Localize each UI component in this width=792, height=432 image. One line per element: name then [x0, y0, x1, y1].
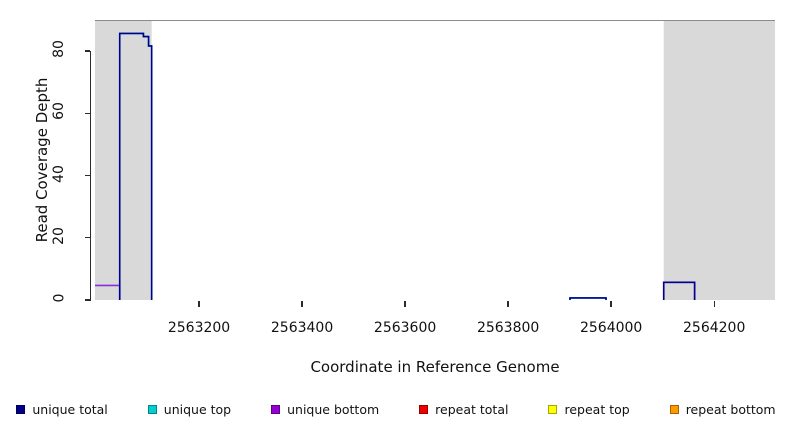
- legend-item-unique-total[interactable]: unique total: [16, 401, 108, 417]
- legend-label: repeat top: [564, 401, 630, 417]
- legend-swatch-icon: [669, 404, 679, 414]
- x-tick-label: 2563400: [270, 320, 334, 336]
- y-tick-label: 20: [44, 226, 74, 245]
- legend-swatch-icon: [271, 404, 281, 414]
- y-tick-label-text: 20: [50, 226, 67, 245]
- repeat-shading-layer: [95, 21, 775, 300]
- x-tick-mark: [301, 301, 303, 307]
- legend-item-repeat-total[interactable]: repeat total: [419, 402, 508, 417]
- x-tick-mark: [507, 301, 509, 307]
- x-tick-label: 2564000: [579, 320, 643, 336]
- x-tick-mark: [610, 301, 612, 307]
- legend-swatch-icon: [419, 404, 429, 414]
- legend-item-repeat-top[interactable]: repeat top: [548, 401, 630, 417]
- y-axis-title: Read Coverage Depth: [33, 77, 51, 243]
- y-tick-label: 0: [44, 290, 74, 306]
- y-tick-label-text: 0: [50, 293, 67, 303]
- x-tick-label: 2563200: [167, 320, 231, 336]
- legend-swatch-icon: [548, 404, 558, 414]
- legend-swatch-icon: [16, 404, 26, 414]
- x-tick-label: 2564200: [683, 320, 746, 336]
- y-tick-label: 80: [44, 40, 74, 59]
- y-tick-mark: [85, 299, 90, 301]
- x-axis-title: Coordinate in Reference Genome: [310, 358, 560, 376]
- legend-item-unique-top[interactable]: unique top: [147, 401, 232, 417]
- y-tick-label-text: 80: [50, 40, 67, 59]
- y-tick-label-text: 60: [50, 102, 67, 121]
- legend-label: unique bottom: [287, 401, 380, 417]
- y-tick-mark: [85, 112, 90, 115]
- repeat-region-right: [663, 21, 775, 300]
- x-tick-label: 2563800: [476, 320, 540, 336]
- legend-item-unique-bottom[interactable]: unique bottom: [271, 402, 379, 417]
- coverage-series-layer: [95, 32, 696, 300]
- x-tick-mark: [404, 301, 406, 307]
- legend-label: repeat bottom: [685, 401, 776, 417]
- series-unique-total: [118, 32, 696, 300]
- y-axis-line: [90, 51, 92, 301]
- repeat-region-left: [95, 21, 152, 300]
- x-tick-mark: [198, 301, 200, 307]
- legend-label: unique total: [32, 401, 108, 417]
- legend-label: unique top: [163, 401, 232, 417]
- y-tick-mark: [85, 174, 90, 177]
- y-tick-mark: [85, 50, 90, 52]
- y-tick-mark: [85, 237, 90, 239]
- legend: unique total unique top unique bottom repea…: [0, 398, 792, 420]
- coverage-plot-svg: [95, 21, 775, 300]
- plot-panel: [95, 20, 775, 300]
- y-tick-label: 60: [44, 102, 74, 121]
- y-tick-label: 40: [44, 164, 74, 183]
- x-tick-label: 2563600: [373, 320, 437, 336]
- legend-swatch-icon: [147, 404, 157, 414]
- y-tick-label-text: 40: [50, 164, 67, 183]
- x-tick-mark: [713, 301, 715, 307]
- legend-label: repeat total: [435, 401, 509, 417]
- legend-item-repeat-bottom[interactable]: repeat bottom: [669, 401, 776, 417]
